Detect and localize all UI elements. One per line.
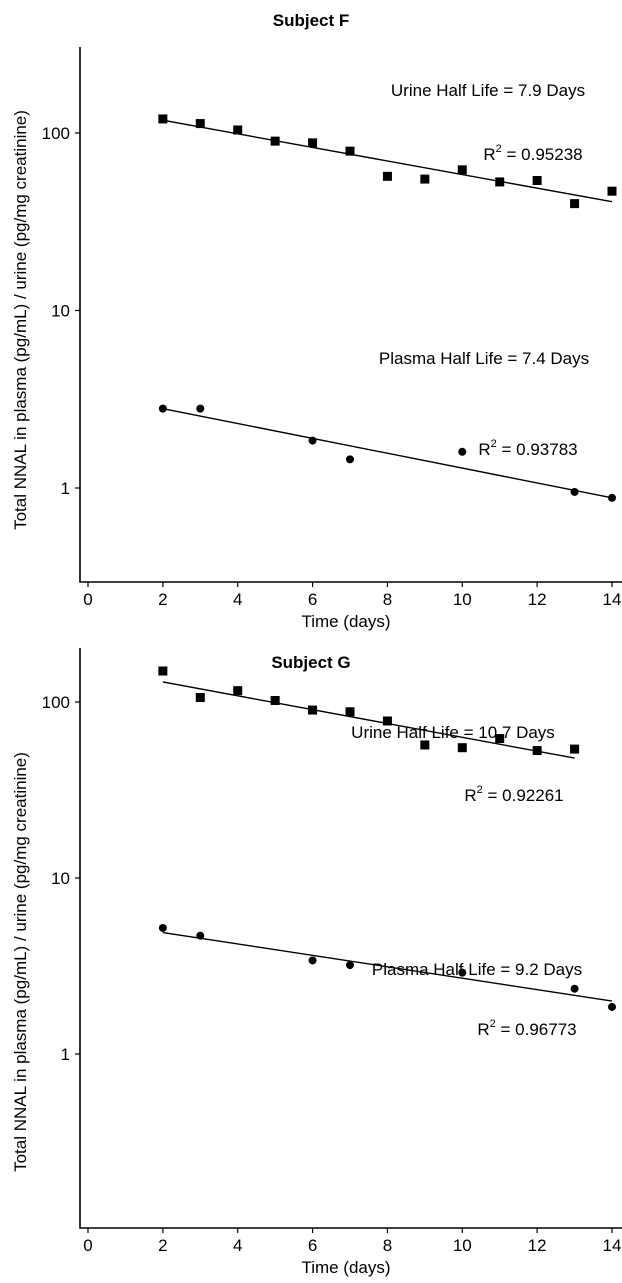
square-point — [308, 138, 318, 148]
fit-line — [162, 681, 575, 759]
circle-point — [570, 984, 579, 993]
x-tick-label: 14 — [603, 1236, 622, 1255]
x-tick-label: 4 — [233, 590, 242, 609]
x-tick-label: 8 — [383, 590, 392, 609]
fit-line — [162, 407, 613, 499]
r-squared-annotation: R2 = 0.92261 — [464, 784, 563, 805]
chart-panel-2: Subject G 0 2 4 6 8 10 12 14 1 10 100 Time (days) Tot… — [11, 648, 622, 1277]
y-axis-label: Total NNAL in plasma (pg/mL) / urine (pg… — [11, 752, 30, 1172]
circle-point — [346, 455, 354, 464]
circle-point — [308, 436, 317, 445]
x-axis-label: Time (days) — [301, 1258, 390, 1277]
circle-point — [158, 923, 167, 932]
square-point — [158, 666, 168, 676]
square-point — [607, 186, 617, 196]
x-tick-label: 12 — [528, 590, 547, 609]
circle-point — [196, 404, 205, 413]
y-tick-label: 100 — [42, 693, 70, 712]
half-life-annotation: Plasma Half Life = 9.2 Days — [372, 960, 582, 979]
square-point — [420, 174, 430, 184]
square-point — [233, 686, 243, 696]
y-tick-label: 1 — [61, 479, 70, 498]
x-tick-label: 4 — [233, 1236, 242, 1255]
square-point — [270, 695, 280, 705]
half-life-annotation: Urine Half Life = 7.9 Days — [391, 81, 585, 100]
x-tick-label: 6 — [308, 590, 317, 609]
x-tick-label: 12 — [528, 1236, 547, 1255]
y-axis-label: Total NNAL in plasma (pg/mL) / urine (pg… — [11, 110, 30, 530]
square-point — [457, 743, 467, 753]
circle-point — [570, 487, 579, 496]
square-point — [457, 165, 467, 175]
circle-point — [196, 931, 205, 940]
half-life-annotation: Plasma Half Life = 7.4 Days — [379, 349, 589, 368]
square-point — [532, 746, 542, 756]
y-tick-label: 1 — [61, 1045, 70, 1064]
square-point — [345, 146, 355, 156]
circle-point — [458, 447, 467, 456]
x-axis-label: Time (days) — [301, 612, 390, 631]
y-tick-label: 100 — [42, 124, 70, 143]
square-point — [420, 740, 430, 750]
circle-point — [346, 961, 354, 970]
x-tick-label: 0 — [83, 1236, 92, 1255]
square-point — [570, 199, 580, 209]
circle-point — [308, 956, 317, 965]
x-tick-label: 2 — [158, 590, 167, 609]
circle-point — [608, 493, 616, 502]
square-point — [532, 176, 542, 186]
square-point — [570, 744, 580, 754]
square-point — [233, 125, 243, 135]
x-tick-label: 14 — [603, 590, 622, 609]
half-life-annotation: Urine Half Life = 10.7 Days — [351, 723, 555, 742]
circle-point — [158, 404, 167, 413]
x-tick-label: 0 — [83, 590, 92, 609]
urine-series — [158, 114, 617, 209]
square-point — [495, 734, 505, 744]
chart-panel-1: Subject F 0 2 4 6 8 10 12 14 1 10 100 Time (days) Tot… — [11, 11, 622, 631]
chart-title: Subject G — [271, 653, 350, 672]
x-tick-label: 2 — [158, 1236, 167, 1255]
square-point — [382, 171, 392, 181]
urine-series — [158, 666, 580, 759]
chart-title: Subject F — [273, 11, 350, 30]
square-point — [195, 693, 205, 703]
x-tick-label: 8 — [383, 1236, 392, 1255]
circle-point — [458, 968, 467, 977]
fit-line — [162, 931, 613, 1002]
square-point — [195, 119, 205, 129]
square-point — [495, 177, 505, 187]
plasma-series — [158, 923, 616, 1011]
square-point — [308, 705, 318, 715]
square-point — [345, 707, 355, 717]
x-tick-label: 10 — [453, 1236, 472, 1255]
square-point — [270, 136, 280, 146]
axes-frame — [79, 648, 622, 1229]
y-tick-label: 10 — [51, 302, 70, 321]
axes-frame — [79, 47, 622, 583]
square-point — [382, 716, 392, 726]
x-tick-label: 6 — [308, 1236, 317, 1255]
circle-point — [608, 1002, 616, 1011]
y-tick-label: 10 — [51, 869, 70, 888]
x-tick-label: 10 — [453, 590, 472, 609]
square-point — [158, 114, 168, 124]
r-squared-annotation: R2 = 0.95238 — [483, 143, 582, 164]
r-squared-annotation: R2 = 0.93783 — [478, 438, 577, 459]
r-squared-annotation: R2 = 0.96773 — [477, 1018, 576, 1039]
plasma-series — [158, 404, 616, 502]
